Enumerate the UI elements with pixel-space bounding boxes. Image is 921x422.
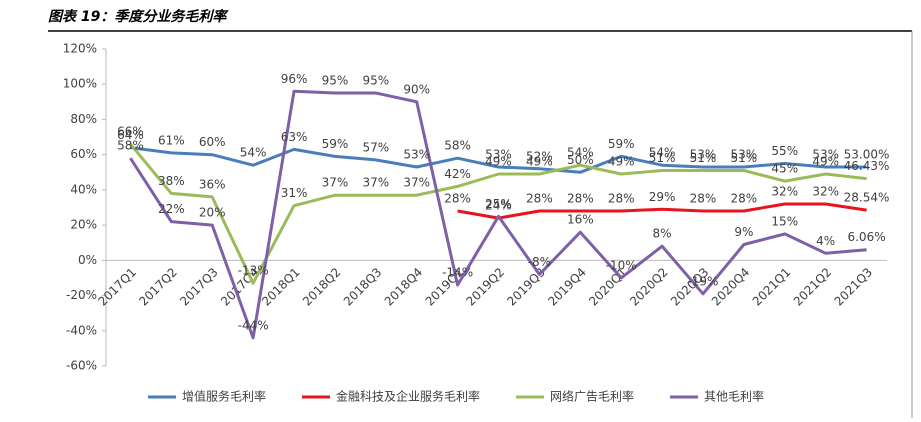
data-label: 28% — [526, 192, 553, 206]
data-label: 51% — [690, 151, 717, 165]
data-label: 49% — [608, 155, 635, 169]
legend-label: 其他毛利率 — [704, 389, 764, 404]
data-label: 58% — [117, 139, 144, 153]
y-tick-label: 20% — [70, 218, 97, 232]
data-label: 53% — [690, 147, 717, 161]
data-label: 54% — [240, 146, 267, 160]
data-label: 29% — [649, 190, 676, 204]
data-label: 37% — [403, 176, 430, 190]
data-label: 25% — [485, 197, 512, 211]
x-tick-label: 2017Q2 — [136, 265, 180, 309]
series-line — [457, 202, 867, 220]
data-label: 9% — [734, 225, 753, 239]
data-label: 61% — [158, 133, 185, 147]
data-label: 32% — [812, 184, 839, 198]
y-tick-label: -60% — [66, 359, 97, 373]
data-label: 54% — [567, 146, 594, 160]
data-label: -19% — [687, 274, 718, 288]
x-tick-label: 2018Q2 — [300, 265, 344, 309]
data-label: 59% — [322, 137, 349, 151]
data-label: 49% — [485, 155, 512, 169]
y-tick-label: 120% — [63, 42, 97, 56]
data-label: 37% — [362, 176, 389, 190]
data-label: 57% — [362, 140, 389, 154]
x-tick-label: 2018Q4 — [382, 265, 426, 309]
data-label: 60% — [199, 135, 226, 149]
data-label: 95% — [362, 74, 389, 88]
y-tick-label: 80% — [70, 112, 97, 126]
series-line — [129, 143, 867, 285]
data-label: 58% — [444, 139, 471, 153]
x-tick-label: 2018Q3 — [341, 265, 385, 309]
data-label: -44% — [238, 318, 269, 332]
data-label: 37% — [322, 176, 349, 190]
data-label: 28% — [444, 192, 471, 206]
y-tick-label: -20% — [66, 288, 97, 302]
series-line — [129, 89, 867, 340]
y-tick-label: -40% — [66, 323, 97, 337]
data-label: 4% — [816, 234, 835, 248]
data-label: 45% — [771, 162, 798, 176]
chart-title: 图表 19：季度分业务毛利率 — [48, 8, 229, 25]
series-line — [130, 146, 867, 174]
data-label: 59% — [608, 137, 635, 151]
data-label: 50% — [567, 153, 594, 167]
data-label: -10% — [606, 258, 637, 272]
legend-label: 增值服务毛利率 — [182, 389, 266, 404]
legend-label: 网络广告毛利率 — [550, 389, 634, 404]
x-tick-label: 2017Q3 — [177, 265, 221, 309]
data-label: 32% — [771, 184, 798, 198]
data-label: 24% — [485, 199, 512, 213]
data-label: 52% — [526, 149, 553, 163]
data-label: 28% — [567, 192, 594, 206]
data-label: 49% — [812, 155, 839, 169]
data-label: 53% — [812, 147, 839, 161]
data-label: 8% — [653, 227, 672, 241]
data-label: 28.54% — [844, 191, 890, 205]
data-label: 66% — [117, 125, 144, 139]
data-label: 38% — [158, 174, 185, 188]
data-label: 36% — [199, 177, 226, 191]
data-label: -8% — [528, 255, 551, 269]
data-label: 51% — [649, 151, 676, 165]
legend-label: 金融科技及企业服务毛利率 — [336, 389, 480, 404]
data-label: -14% — [442, 265, 473, 279]
data-label: 46.43% — [844, 159, 890, 173]
data-label: 42% — [444, 167, 471, 181]
y-tick-label: 40% — [70, 182, 97, 196]
y-tick-label: 100% — [63, 77, 97, 91]
data-label: 53% — [731, 147, 758, 161]
data-label: 64% — [117, 128, 144, 142]
data-label: 55% — [771, 144, 798, 158]
data-label: 96% — [281, 72, 308, 86]
data-label: 16% — [567, 213, 594, 227]
data-label: 49% — [526, 155, 553, 169]
data-label: 53% — [403, 147, 430, 161]
data-label: 15% — [771, 214, 798, 228]
data-label: 28% — [608, 192, 635, 206]
x-tick-label: 2019Q4 — [545, 265, 589, 309]
x-tick-label: 2021Q1 — [750, 265, 794, 309]
x-tick-label: 2021Q3 — [832, 265, 876, 309]
y-tick-label: 60% — [70, 147, 97, 161]
x-tick-label: 2021Q2 — [791, 265, 835, 309]
data-label: 53.00% — [844, 147, 890, 161]
data-label: 6.06% — [847, 230, 885, 244]
data-label: 28% — [731, 192, 758, 206]
data-label: 28% — [690, 192, 717, 206]
data-label: 63% — [281, 130, 308, 144]
data-label: 54% — [649, 146, 676, 160]
data-label: 90% — [403, 82, 430, 96]
data-label: 22% — [158, 202, 185, 216]
data-label: 20% — [199, 206, 226, 220]
data-label: 51% — [731, 151, 758, 165]
x-tick-label: 2017Q1 — [95, 265, 139, 309]
y-tick-label: 0% — [78, 253, 97, 267]
data-label: 53% — [485, 147, 512, 161]
data-label: 31% — [281, 186, 308, 200]
data-label: -13% — [238, 264, 269, 278]
data-label: 95% — [322, 74, 349, 88]
